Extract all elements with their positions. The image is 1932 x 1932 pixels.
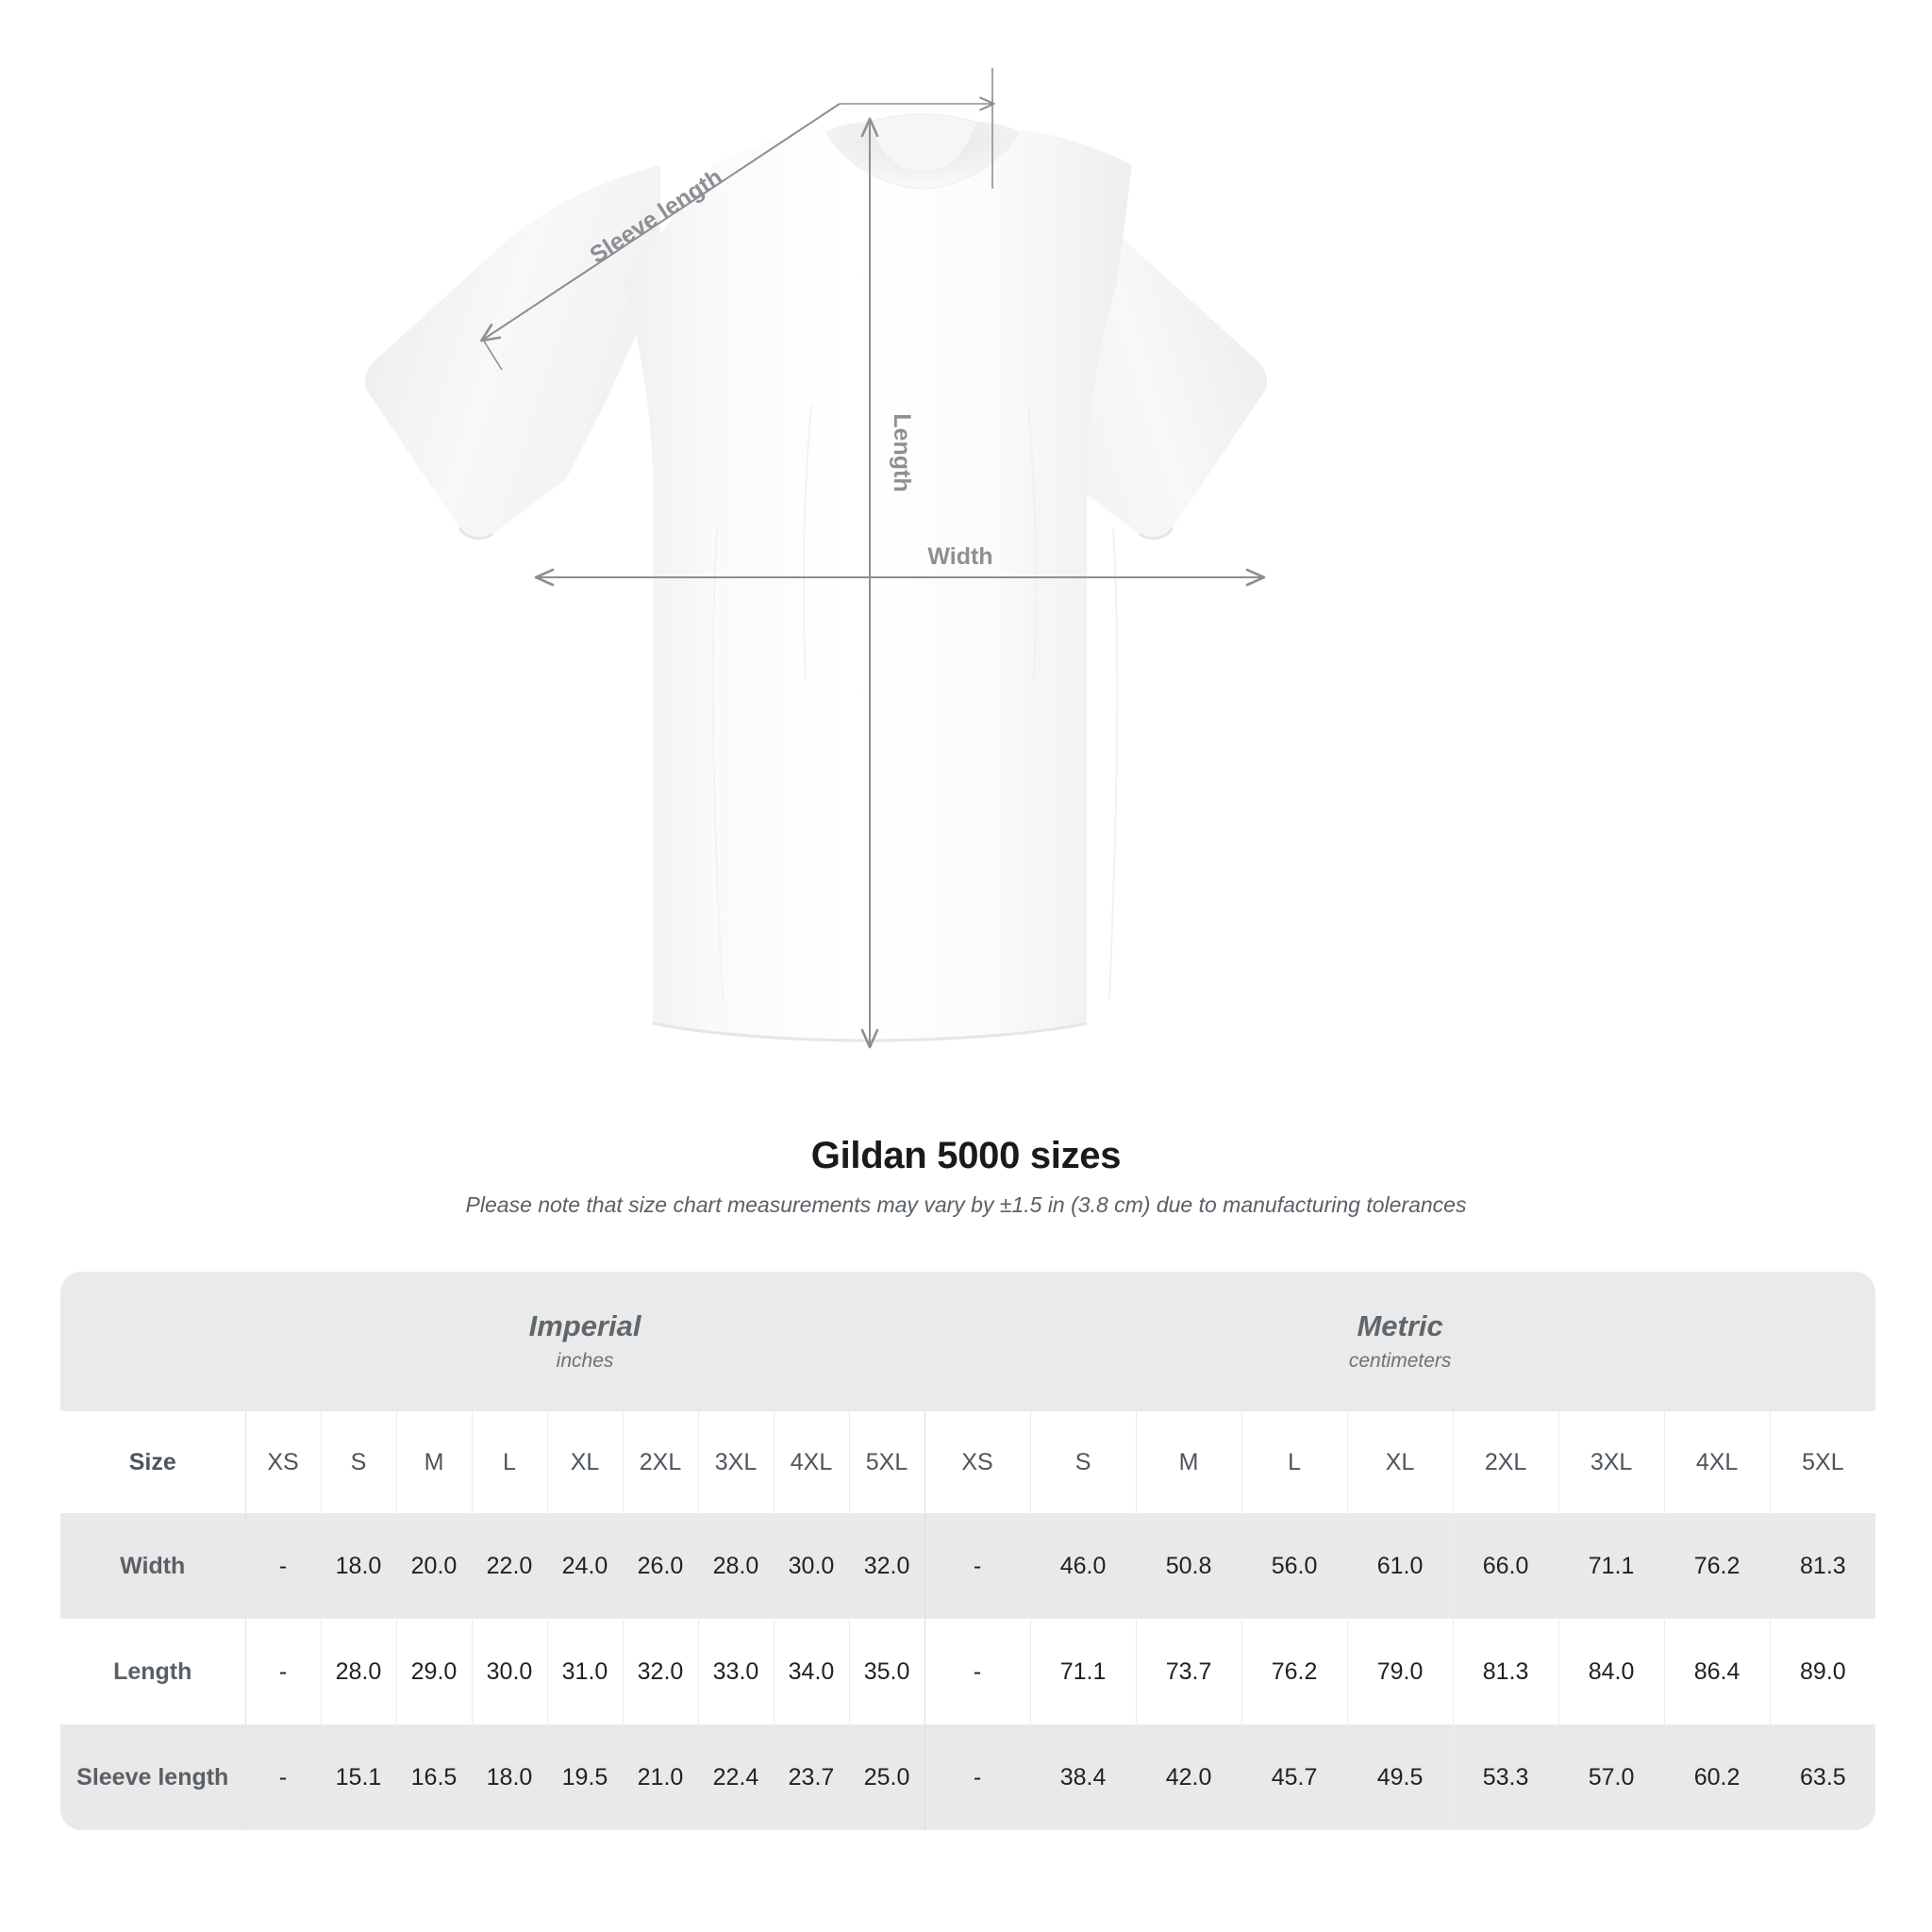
cell-width-imperial-m: 20.0: [396, 1513, 473, 1619]
size-header-metric-m: M: [1136, 1411, 1242, 1513]
unit-name-metric: Metric: [1357, 1309, 1443, 1342]
cell-width-imperial-4xl: 30.0: [774, 1513, 850, 1619]
size-header-imperial-3xl: 3XL: [698, 1411, 774, 1513]
cell-length-imperial-s: 28.0: [321, 1619, 397, 1724]
cell-length-metric-4xl: 86.4: [1664, 1619, 1771, 1724]
cell-length-imperial-l: 30.0: [472, 1619, 548, 1724]
cell-sleeve-imperial-3xl: 22.4: [698, 1724, 774, 1830]
size-header-metric-4xl: 4XL: [1664, 1411, 1771, 1513]
cell-sleeve-metric-3xl: 57.0: [1558, 1724, 1665, 1830]
page-title: Gildan 5000 sizes: [810, 1135, 1122, 1176]
cell-sleeve-imperial-2xl: 21.0: [623, 1724, 699, 1830]
size-table: Imperial inches Metric centimeters Size …: [60, 1272, 1876, 1830]
unit-sub-imperial: inches: [556, 1350, 614, 1372]
unit-header-row: Imperial inches Metric centimeters: [60, 1272, 1876, 1411]
size-header-metric-2xl: 2XL: [1453, 1411, 1559, 1513]
cell-length-metric-3xl: 84.0: [1558, 1619, 1665, 1724]
cell-width-imperial-s: 18.0: [321, 1513, 397, 1619]
cell-sleeve-imperial-s: 15.1: [321, 1724, 397, 1830]
cell-length-imperial-xs: -: [245, 1619, 322, 1724]
cell-width-imperial-3xl: 28.0: [698, 1513, 774, 1619]
cell-length-metric-2xl: 81.3: [1453, 1619, 1559, 1724]
size-header-imperial-5xl: 5XL: [849, 1411, 925, 1513]
cell-width-imperial-xs: -: [245, 1513, 322, 1619]
size-header-metric-xl: XL: [1347, 1411, 1454, 1513]
cell-width-metric-xs: -: [924, 1513, 1031, 1619]
cell-width-imperial-l: 22.0: [472, 1513, 548, 1619]
size-header-metric-xs: XS: [924, 1411, 1031, 1513]
cell-width-metric-5xl: 81.3: [1770, 1513, 1876, 1619]
width-label: Width: [927, 543, 992, 570]
size-header-metric-s: S: [1030, 1411, 1137, 1513]
cell-sleeve-metric-2xl: 53.3: [1453, 1724, 1559, 1830]
heading-block: Gildan 5000 sizes Please note that size …: [0, 1132, 1932, 1219]
length-label: Length: [889, 413, 915, 491]
size-header-imperial-m: M: [396, 1411, 473, 1513]
cell-width-metric-2xl: 66.0: [1453, 1513, 1559, 1619]
size-header-label: Size: [60, 1411, 246, 1513]
cell-length-imperial-5xl: 35.0: [849, 1619, 925, 1724]
size-header-imperial-4xl: 4XL: [774, 1411, 850, 1513]
cell-sleeve-metric-5xl: 63.5: [1770, 1724, 1876, 1830]
cell-sleeve-metric-xs: -: [924, 1724, 1031, 1830]
row-label-sleeve-length: Sleeve length: [60, 1724, 246, 1830]
tshirt-diagram: Sleeve length Length Width: [364, 68, 1268, 1049]
table-row-sleeve-length: Sleeve length - 15.1 16.5 18.0 19.5 21.0…: [60, 1724, 1876, 1830]
cell-sleeve-metric-l: 45.7: [1241, 1724, 1348, 1830]
table-row-width: Width - 18.0 20.0 22.0 24.0 26.0 28.0 30…: [60, 1513, 1876, 1619]
measurement-annotations: [480, 68, 1266, 1049]
cell-sleeve-imperial-l: 18.0: [472, 1724, 548, 1830]
unit-sub-metric: centimeters: [1348, 1350, 1452, 1372]
cell-length-metric-5xl: 89.0: [1770, 1619, 1876, 1724]
size-header-imperial-s: S: [321, 1411, 397, 1513]
cell-length-imperial-3xl: 33.0: [698, 1619, 774, 1724]
cell-width-imperial-2xl: 26.0: [623, 1513, 699, 1619]
size-header-imperial-2xl: 2XL: [623, 1411, 699, 1513]
cell-sleeve-metric-xl: 49.5: [1347, 1724, 1454, 1830]
size-header-imperial-xs: XS: [245, 1411, 322, 1513]
cell-length-imperial-2xl: 32.0: [623, 1619, 699, 1724]
cell-width-metric-3xl: 71.1: [1558, 1513, 1665, 1619]
cell-width-metric-4xl: 76.2: [1664, 1513, 1771, 1619]
cell-width-metric-m: 50.8: [1136, 1513, 1242, 1619]
cell-length-metric-s: 71.1: [1030, 1619, 1137, 1724]
cell-width-imperial-xl: 24.0: [547, 1513, 624, 1619]
cell-sleeve-metric-s: 38.4: [1030, 1724, 1137, 1830]
cell-sleeve-imperial-5xl: 25.0: [849, 1724, 925, 1830]
cell-length-metric-xs: -: [924, 1619, 1031, 1724]
size-header-metric-5xl: 5XL: [1770, 1411, 1876, 1513]
cell-length-imperial-xl: 31.0: [547, 1619, 624, 1724]
row-label-length: Length: [60, 1619, 246, 1724]
cell-sleeve-imperial-m: 16.5: [396, 1724, 473, 1830]
cell-width-metric-xl: 61.0: [1347, 1513, 1454, 1619]
cell-length-metric-xl: 79.0: [1347, 1619, 1454, 1724]
size-header-metric-3xl: 3XL: [1558, 1411, 1665, 1513]
cell-length-imperial-4xl: 34.0: [774, 1619, 850, 1724]
cell-width-metric-l: 56.0: [1241, 1513, 1348, 1619]
page-subtitle: Please note that size chart measurements…: [465, 1192, 1467, 1217]
cell-length-imperial-m: 29.0: [396, 1619, 473, 1724]
unit-header-imperial: Imperial inches: [245, 1272, 925, 1411]
unit-header-metric: Metric centimeters: [924, 1272, 1876, 1411]
size-table-wrapper: Imperial inches Metric centimeters Size …: [60, 1272, 1876, 1830]
unit-header-spacer: [60, 1272, 245, 1411]
cell-width-imperial-5xl: 32.0: [849, 1513, 925, 1619]
cell-length-metric-m: 73.7: [1136, 1619, 1242, 1724]
cell-width-metric-s: 46.0: [1030, 1513, 1137, 1619]
size-header-imperial-l: L: [472, 1411, 548, 1513]
cell-sleeve-metric-m: 42.0: [1136, 1724, 1242, 1830]
size-header-metric-l: L: [1241, 1411, 1348, 1513]
size-header-imperial-xl: XL: [547, 1411, 624, 1513]
cell-sleeve-imperial-xl: 19.5: [547, 1724, 624, 1830]
cell-sleeve-imperial-xs: -: [245, 1724, 322, 1830]
table-row-length: Length - 28.0 29.0 30.0 31.0 32.0 33.0 3…: [60, 1619, 1876, 1724]
row-label-width: Width: [60, 1513, 246, 1619]
cell-sleeve-imperial-4xl: 23.7: [774, 1724, 850, 1830]
cell-length-metric-l: 76.2: [1241, 1619, 1348, 1724]
size-header-row: Size XS S M L XL 2XL 3XL 4XL 5XL XS S M …: [60, 1411, 1876, 1513]
unit-name-imperial: Imperial: [528, 1309, 641, 1342]
sleeve-dimension-line: [480, 103, 841, 342]
cell-sleeve-metric-4xl: 60.2: [1664, 1724, 1771, 1830]
